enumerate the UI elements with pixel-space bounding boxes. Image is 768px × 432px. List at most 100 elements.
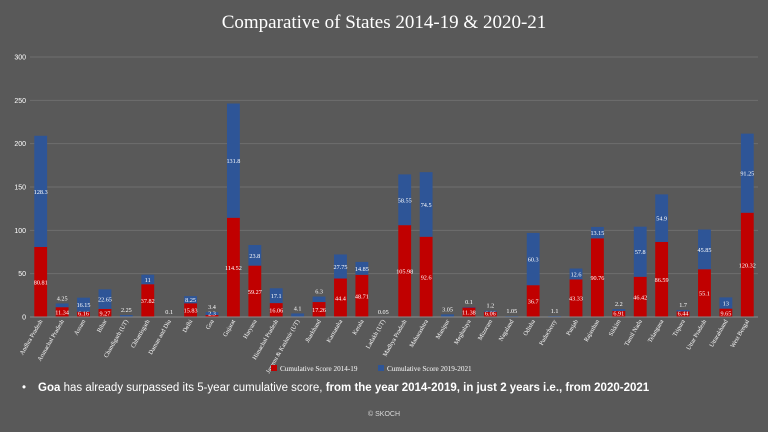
- bar-segment-2019-21: [77, 297, 90, 312]
- bar-segment-2014-19: [676, 311, 690, 317]
- y-tick-label: 100: [14, 228, 26, 235]
- data-label-2014-19: 114.52: [225, 265, 242, 272]
- bar-segment-2014-19: [184, 303, 198, 317]
- bar-segment-2019-21: [612, 309, 626, 312]
- data-label-2014-19: 6.44: [678, 311, 689, 318]
- bar-segment-2019-21: [569, 268, 583, 280]
- data-label-2014-19: 9.65: [720, 310, 731, 317]
- data-label-2019-21: 3.05: [442, 306, 453, 313]
- x-category-label: Uttar Pradesh: [685, 318, 708, 352]
- data-label-2014-19: 11.34: [55, 310, 69, 317]
- y-tick-label: 250: [14, 98, 26, 105]
- data-label-2014-19: 80.81: [34, 279, 48, 286]
- legend-label-2014-19: Cumulative Score 2014-19: [280, 365, 358, 373]
- data-label-2019-21: 1.7: [679, 302, 687, 309]
- bar-segment-2019-21: [269, 288, 283, 304]
- data-label-2019-21: 3.4: [208, 304, 216, 311]
- data-label-2019-21: 1.05: [506, 308, 517, 315]
- data-label-2019-21: 6.3: [315, 289, 323, 296]
- x-category-label: Kerala: [351, 318, 365, 336]
- bar-segment-2014-19: [483, 311, 497, 317]
- data-label-2019-21: 58.55: [398, 197, 412, 204]
- data-label-2019-21: 22.65: [98, 297, 112, 304]
- data-label-2014-19: 9.27: [100, 310, 111, 317]
- bar-segment-2014-19: [462, 307, 476, 317]
- data-label-2019-21: 16.15: [77, 302, 91, 309]
- data-label-2014-19: 86.59: [655, 277, 669, 284]
- x-category-label: Goa: [205, 318, 216, 331]
- bar-segment-2019-21: [719, 297, 733, 309]
- data-label-2019-21: 13: [723, 301, 729, 308]
- x-category-label: Karnataka: [325, 318, 344, 344]
- data-label-2014-19: 48.71: [355, 293, 369, 300]
- bar-segment-2014-19: [569, 279, 583, 317]
- x-category-label: Ladakh (UT): [365, 319, 387, 351]
- y-tick-label: 50: [18, 271, 26, 278]
- note-part2: from the year 2014-2019,: [325, 382, 460, 394]
- x-category-label: Mizoram: [477, 318, 494, 341]
- data-label-2014-19: 17.26: [312, 307, 326, 314]
- bar-segment-2014-19: [98, 308, 112, 317]
- data-label-2019-21: 12.6: [571, 271, 582, 278]
- data-label-2014-19: 105.98: [396, 269, 413, 276]
- bar-segment-2014-19: [698, 269, 711, 317]
- bar-segment-2014-19: [398, 225, 412, 317]
- bar-segment-2019-21: [141, 274, 155, 285]
- bar-segment-2014-19: [719, 308, 733, 317]
- data-label-2019-21: 1.2: [486, 303, 494, 310]
- bar-segment-2019-21: [119, 315, 133, 317]
- x-category-label: Puducherry: [538, 318, 559, 347]
- data-label-2019-21: 17.1: [271, 293, 282, 300]
- data-label-2019-21: 4.25: [57, 295, 68, 302]
- bar-segment-2019-21: [526, 232, 540, 286]
- bar-segment-2019-21: [655, 194, 669, 242]
- data-label-2019-21: 45.85: [698, 247, 712, 254]
- y-tick-label: 150: [14, 185, 26, 192]
- bar-segment-2014-19: [312, 302, 326, 317]
- data-label-2019-21: 11: [145, 277, 151, 284]
- bar-segment-2014-19: [334, 278, 347, 317]
- data-label-2019-21: 23.8: [249, 253, 260, 260]
- data-label-2019-21: 74.5: [421, 202, 432, 209]
- data-label-2019-21: 4.1: [294, 305, 302, 312]
- bar-segment-2019-21: [34, 135, 48, 247]
- bar-segment-2019-21: [698, 229, 711, 270]
- bar-segment-2014-19: [248, 265, 262, 317]
- bar-segment-2019-21: [740, 133, 754, 213]
- data-label-2014-19: 6.06: [485, 311, 496, 318]
- x-category-label: Manipur: [435, 319, 452, 341]
- bar-segment-2014-19: [740, 212, 754, 317]
- data-label-2019-21: 0.1: [465, 299, 473, 306]
- data-label-2019-21: 2.25: [121, 307, 132, 314]
- x-category-label: Maharashtra: [408, 318, 430, 348]
- bar-segment-2014-19: [526, 285, 540, 317]
- x-category-label: Tripura: [672, 318, 687, 338]
- data-label-2014-19: 37.82: [141, 298, 155, 305]
- legend-swatch-2014-19: [271, 365, 277, 371]
- bar-segment-2014-19: [633, 276, 647, 317]
- x-category-label: Gujarat: [222, 318, 237, 338]
- bar-segment-2014-19: [55, 307, 69, 317]
- bar-segment-2019-21: [291, 313, 305, 317]
- x-category-label: Uttarakhand: [708, 318, 730, 349]
- bar-segment-2019-21: [334, 254, 347, 279]
- footer-credit: © SKOCH: [368, 411, 400, 418]
- bar-segment-2014-19: [141, 284, 155, 317]
- data-label-2019-21: 57.8: [635, 249, 646, 256]
- x-category-label: Nagaland: [498, 318, 516, 343]
- data-label-2014-19: 15.83: [184, 308, 198, 315]
- x-category-label: Punjab: [565, 319, 580, 337]
- note-part3: in just 2 years i.e., from 2020-2021: [463, 382, 650, 394]
- bar-segment-2019-21: [419, 172, 433, 237]
- x-category-label: Delhi: [181, 318, 194, 334]
- x-category-label: Meghalaya: [453, 318, 473, 346]
- x-category-label: Jharkhand: [304, 318, 323, 344]
- y-tick-label: 200: [14, 141, 26, 148]
- bar-segment-2019-21: [462, 307, 476, 308]
- data-label-2014-19: 11.38: [462, 310, 476, 317]
- chart-title: Comparative of States 2014-19 & 2020-21: [221, 12, 547, 33]
- x-category-label: Haryana: [242, 318, 259, 340]
- note-part1: has already surpassed its 5-year cumulat…: [63, 382, 323, 394]
- y-tick-label: 300: [14, 55, 26, 62]
